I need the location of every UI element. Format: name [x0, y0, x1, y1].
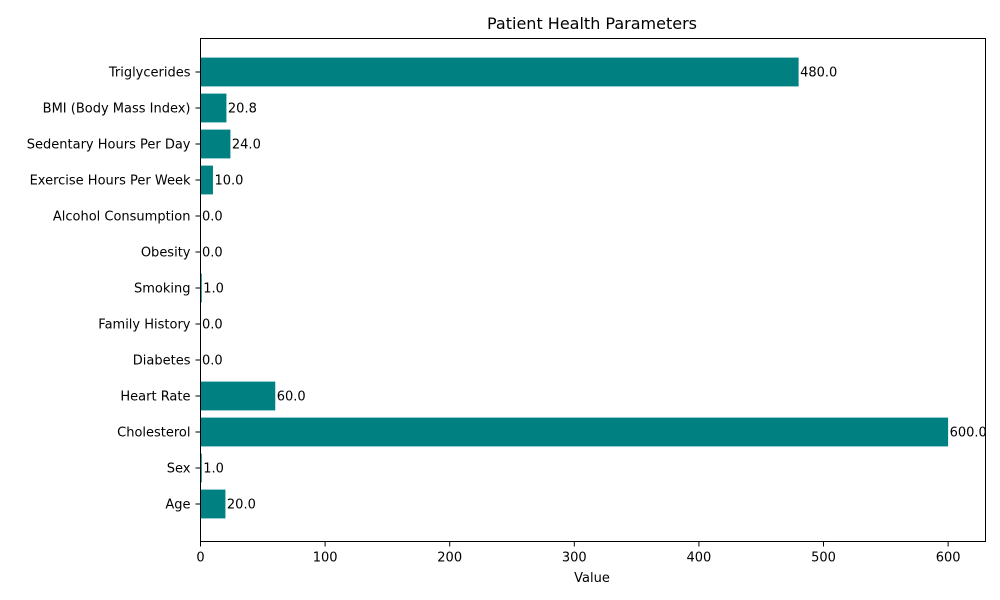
chart-title: Patient Health Parameters — [487, 14, 697, 33]
y-tick-label-bmi-body-mass-index: BMI (Body Mass Index) — [43, 102, 191, 117]
data-label-alcohol-consumption: 0.0 — [202, 210, 223, 225]
y-tick-label-smoking: Smoking — [134, 282, 191, 297]
bars-layer — [200, 57, 949, 519]
y-tick-label-exercise-hours-per-week: Exercise Hours Per Week — [30, 174, 191, 189]
data-label-exercise-hours-per-week: 10.0 — [214, 174, 243, 189]
data-label-sedentary-hours-per-day: 24.0 — [232, 138, 261, 153]
data-label-cholesterol: 600.0 — [950, 426, 987, 441]
data-label-obesity: 0.0 — [202, 246, 223, 261]
data-label-sex: 1.0 — [203, 462, 224, 477]
data-label-age: 20.0 — [227, 498, 256, 513]
bar-bmi-body-mass-index — [200, 93, 227, 123]
y-tick-label-diabetes: Diabetes — [133, 354, 191, 369]
data-label-smoking: 1.0 — [203, 282, 224, 297]
x-tick-label-200: 200 — [437, 551, 462, 566]
data-label-diabetes: 0.0 — [202, 354, 223, 369]
bar-exercise-hours-per-week — [200, 165, 213, 195]
bar-sedentary-hours-per-day — [200, 129, 231, 159]
bar-heart-rate — [200, 381, 276, 411]
x-tick-label-600: 600 — [936, 551, 961, 566]
y-tick-label-alcohol-consumption: Alcohol Consumption — [53, 210, 191, 225]
bar-smoking — [200, 273, 202, 303]
y-tick-label-sex: Sex — [167, 462, 191, 477]
bar-triglycerides — [200, 57, 799, 87]
y-tick-label-heart-rate: Heart Rate — [120, 390, 190, 405]
x-axis: 0 100 200 300 400 500 600 — [196, 541, 961, 566]
data-label-triglycerides: 480.0 — [800, 66, 837, 81]
y-tick-label-sedentary-hours-per-day: Sedentary Hours Per Day — [27, 138, 191, 153]
data-label-heart-rate: 60.0 — [277, 390, 306, 405]
x-axis-label: Value — [574, 571, 610, 586]
y-tick-label-family-history: Family History — [98, 318, 191, 333]
data-labels-layer: 20.0 1.0 600.0 60.0 0.0 0.0 1.0 0.0 0.0 10.0 24.0 2… — [202, 66, 987, 513]
bar-cholesterol — [200, 417, 949, 447]
data-label-bmi-body-mass-index: 20.8 — [228, 102, 257, 117]
bar-sex — [200, 453, 202, 483]
y-tick-label-age: Age — [165, 498, 190, 513]
x-tick-label-400: 400 — [686, 551, 711, 566]
y-tick-label-triglycerides: Triglycerides — [108, 66, 191, 81]
y-tick-label-cholesterol: Cholesterol — [117, 426, 190, 441]
y-tick-label-obesity: Obesity — [141, 246, 191, 261]
x-tick-label-300: 300 — [562, 551, 587, 566]
x-tick-label-500: 500 — [811, 551, 836, 566]
x-tick-label-100: 100 — [313, 551, 338, 566]
plot-frame — [200, 38, 986, 542]
bar-age — [200, 489, 226, 519]
y-axis: Age Sex Cholesterol Heart Rate Diabetes Famil… — [27, 66, 201, 513]
x-tick-label-0: 0 — [196, 551, 204, 566]
data-label-family-history: 0.0 — [202, 318, 223, 333]
